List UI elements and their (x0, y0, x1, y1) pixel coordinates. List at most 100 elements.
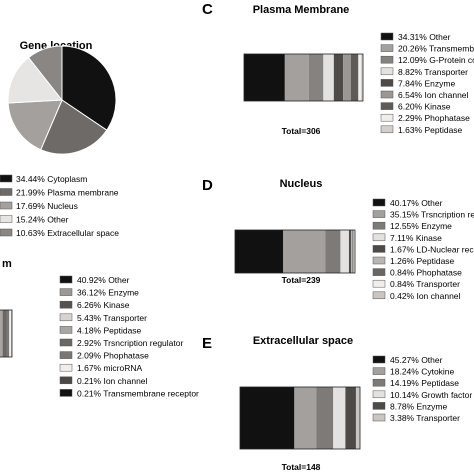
bar-outline (243, 53, 364, 102)
legend-swatch (0, 228, 13, 237)
legend-label: 20.26% Transmembrane receptor (398, 44, 474, 54)
legend-swatch (59, 275, 73, 284)
legend: 40.17% Other 35.15% Trsncription regulato… (372, 198, 474, 301)
legend-label: 5.43% Transporter (77, 313, 147, 323)
legend-label: 40.92% Other (77, 275, 130, 285)
legend-label: 3.38% Transporter (390, 413, 460, 423)
legend-label: 6.54% Ion channel (398, 90, 469, 100)
bar-segment (9, 310, 12, 357)
legend-label: 35.15% Trsncription regulator (390, 210, 474, 220)
legend-label: 34.31% Other (398, 32, 451, 42)
legend-swatch (380, 32, 394, 41)
legend: 34.44% Cytoplasm 21.99% Plasma membrane 17… (0, 174, 119, 238)
legend-label: 10.14% Growth factor (390, 390, 472, 400)
bar-segment (6, 310, 10, 357)
legend-label: 2.09% Phophatase (77, 351, 149, 361)
bar-outline (239, 386, 361, 450)
stacked-bar (234, 229, 356, 274)
bar-segment (343, 54, 351, 101)
pie-slices (7, 45, 117, 155)
legend-label: 1.67% LD-Nuclear receptor (390, 244, 474, 254)
legend-label: 36.12% Enzyme (77, 288, 139, 298)
legend: 34.31% Other 20.26% Transmembrane recepto… (380, 32, 474, 135)
legend-swatch (380, 67, 394, 76)
legend-label: 0.84% Transporter (390, 279, 460, 289)
legend-swatch (59, 326, 73, 334)
legend-label: 18.24% Cytokine (390, 367, 455, 377)
bar-segment (348, 230, 351, 273)
stacked-bar (0, 309, 13, 358)
bar-segment (323, 54, 334, 101)
bar-segment (240, 387, 295, 449)
chart-title: Extracellular space (253, 335, 353, 347)
legend-label: 8.78% Enzyme (390, 401, 447, 411)
pie-slice (27, 45, 63, 102)
legend-swatch (380, 44, 394, 52)
legend-label: 0.21% Transmembrane receptor (77, 388, 199, 398)
pie-slice (61, 45, 117, 131)
legend-label: 1.67% microRNA (77, 363, 143, 373)
legend-label: 2.29% Phophatase (398, 113, 470, 123)
bar-segment (333, 387, 346, 449)
legend-swatch (0, 215, 13, 223)
bar-segment (345, 387, 356, 449)
legend-label: 8.82% Transporter (398, 67, 468, 77)
legend-swatch (380, 79, 394, 87)
legend-label: 21.99% Plasma membrane (16, 188, 119, 198)
panel-plasma-membrane: C Plasma Membrane Total=306 34.31% Other… (202, 1, 474, 136)
legend: 40.92% Other 36.12% Enzyme 6.26% Kinase 5.4… (59, 275, 199, 398)
pie-slice (7, 99, 63, 151)
bar-segment (308, 54, 324, 101)
chart-title: Nucleus (280, 178, 323, 190)
legend-swatch (59, 313, 73, 322)
panel-nucleus: D Nucleus Total=239 40.17% Other 35.15% T… (202, 177, 474, 301)
legend-swatch (372, 279, 386, 288)
legend-label: 40.17% Other (390, 198, 443, 208)
panel-extracellular-space: E Extracellular space Total=148 45.27% O… (202, 335, 472, 472)
bar-segment (350, 54, 359, 101)
bar-outline (234, 229, 356, 274)
bar-segment (350, 230, 353, 273)
legend-swatch (380, 113, 394, 122)
stacked-bar (239, 386, 361, 450)
pie-slice (7, 56, 63, 104)
legend-swatch (59, 389, 73, 397)
chart-title: Plasma Membrane (253, 4, 350, 16)
bar-segment (325, 230, 341, 273)
legend-label: 7.84% Enzyme (398, 78, 455, 88)
legend-swatch (59, 363, 73, 372)
bar-segment (316, 387, 334, 449)
legend-swatch (0, 201, 13, 210)
panel-label: E (202, 335, 212, 352)
legend-swatch (380, 90, 394, 99)
legend-swatch (372, 268, 386, 276)
legend-label: 0.42% Ion channel (390, 291, 461, 301)
legend-label: 34.44% Cytoplasm (16, 174, 87, 184)
legend-swatch (372, 210, 386, 218)
legend-label: 0.21% Ion channel (77, 376, 148, 386)
chart-title: m (2, 258, 12, 270)
legend-swatch (59, 376, 73, 385)
legend-label: 1.26% Peptidase (390, 256, 455, 266)
legend-label: 12.55% Enzyme (390, 221, 452, 231)
legend-swatch (380, 125, 394, 134)
bar-segment (340, 230, 349, 273)
total-label: Total=148 (282, 462, 321, 472)
legend-label: 17.69% Nucleus (16, 201, 78, 211)
legend-label: 6.20% Kinase (398, 102, 451, 112)
legend-swatch (0, 174, 13, 183)
bar-segment (353, 230, 355, 273)
bar-segment (235, 230, 284, 273)
bar-segment (358, 54, 362, 101)
legend-label: 14.19% Peptidase (390, 378, 459, 388)
legend-swatch (59, 300, 73, 309)
legend-label: 45.27% Other (390, 355, 443, 365)
legend-swatch (372, 378, 386, 387)
bar-segment (244, 54, 285, 101)
total-label: Total=239 (282, 275, 321, 285)
legend-swatch (372, 245, 386, 253)
legend-swatch (372, 221, 386, 230)
